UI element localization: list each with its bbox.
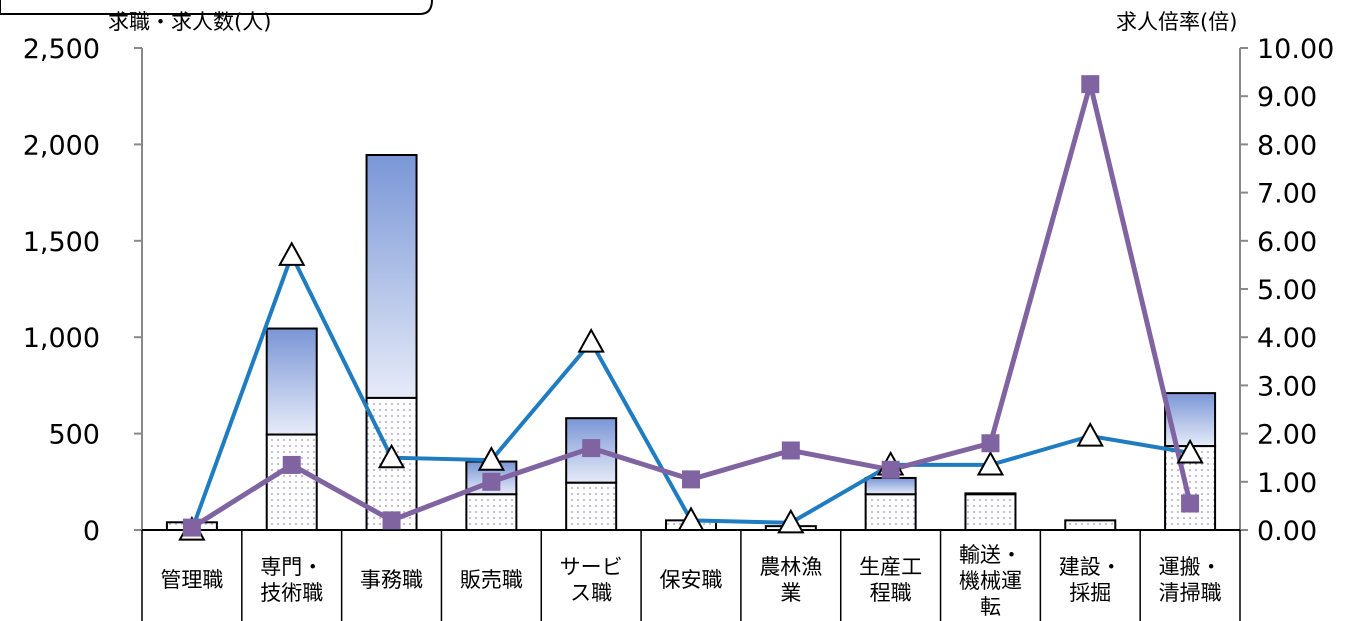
- bar-lower-segment: [964, 493, 1017, 531]
- category-label: 事務職: [360, 568, 423, 592]
- right-tick-label: 7.00: [1257, 179, 1317, 210]
- square-marker: [881, 460, 900, 479]
- category-label: 業: [780, 581, 801, 605]
- triangle-marker: [577, 327, 605, 353]
- bar-upper-segment: [265, 327, 318, 436]
- left-axis-title: 求職・求人数(人): [108, 10, 271, 34]
- square-marker: [682, 470, 700, 489]
- bar-lower-segment: [1064, 519, 1117, 531]
- right-tick-label: 10.00: [1257, 34, 1334, 65]
- line-series: [178, 75, 1204, 541]
- square-marker: [582, 439, 601, 458]
- right-tick-label: 5.00: [1257, 275, 1317, 306]
- right-axis: 0.00 1.00 2.00 3.00 4.00 5.00 6.00 7.00 8.00 9.00…: [1239, 34, 1334, 547]
- left-axis: 0 500 1,000 1,500 2,000 2,500: [23, 34, 143, 547]
- category-label: 運搬・: [1159, 555, 1222, 579]
- category-label: 農林漁: [759, 555, 822, 579]
- right-tick-label: 1.00: [1257, 468, 1317, 499]
- square-series-line: [190, 83, 1193, 530]
- right-tick-label: 4.00: [1257, 323, 1317, 354]
- category-label: サービ: [560, 555, 623, 579]
- triangle-marker: [777, 508, 805, 534]
- category-label: 程職: [870, 581, 912, 605]
- triangle-marker: [976, 450, 1005, 476]
- square-marker: [1181, 494, 1200, 513]
- triangle-marker: [278, 241, 306, 266]
- square-marker: [1081, 75, 1100, 94]
- bar-upper-segment: [864, 476, 917, 496]
- category-label: 専門・: [260, 555, 323, 579]
- category-label: 機械運: [959, 569, 1022, 593]
- left-tick-label: 500: [48, 420, 100, 451]
- right-tick-label: 0.00: [1257, 516, 1317, 547]
- left-tick-label: 1,000: [23, 323, 100, 354]
- square-marker: [182, 518, 201, 537]
- bar-lower-segment: [565, 481, 618, 532]
- category-label: 生産工: [859, 555, 922, 579]
- left-tick-label: 2,000: [23, 130, 100, 161]
- right-tick-label: 2.00: [1257, 420, 1317, 451]
- category-label: ス職: [570, 581, 612, 605]
- category-label: 技術職: [260, 581, 323, 605]
- category-label: 清掃職: [1159, 581, 1222, 605]
- triangle-marker: [477, 446, 506, 471]
- left-tick-label: 0: [83, 516, 100, 547]
- left-tick-label: 2,500: [23, 34, 100, 65]
- category-label: 建設・: [1059, 555, 1122, 579]
- corner-frame: [0, 0, 433, 15]
- triangle-series-line: [190, 250, 1191, 531]
- square-marker: [282, 455, 301, 474]
- category-label: 保安職: [660, 568, 723, 592]
- right-tick-label: 9.00: [1257, 82, 1317, 113]
- triangle-marker: [377, 443, 406, 469]
- triangle-marker: [1176, 438, 1204, 464]
- category-label: 転: [980, 595, 1001, 619]
- right-tick-label: 3.00: [1257, 371, 1317, 402]
- square-marker: [781, 441, 800, 460]
- right-axis-title: 求人倍率(倍): [1116, 10, 1237, 34]
- triangle-marker: [1076, 421, 1104, 447]
- bar-lower-segment: [864, 493, 917, 531]
- right-tick-label: 6.00: [1257, 227, 1317, 258]
- triangle-marker: [677, 506, 705, 531]
- category-label: 採掘: [1069, 581, 1111, 605]
- category-label: 管理職: [160, 568, 223, 592]
- category-label: 輸送・: [959, 543, 1022, 567]
- square-marker: [981, 434, 1000, 453]
- right-tick-label: 8.00: [1257, 130, 1317, 161]
- bar-lower-segment: [465, 493, 518, 531]
- square-marker: [382, 511, 401, 530]
- left-tick-label: 1,500: [23, 227, 100, 258]
- square-marker: [482, 472, 501, 491]
- bar-lower-segment: [265, 433, 318, 531]
- bar-upper-segment: [365, 154, 418, 399]
- category-label: 販売職: [460, 568, 523, 592]
